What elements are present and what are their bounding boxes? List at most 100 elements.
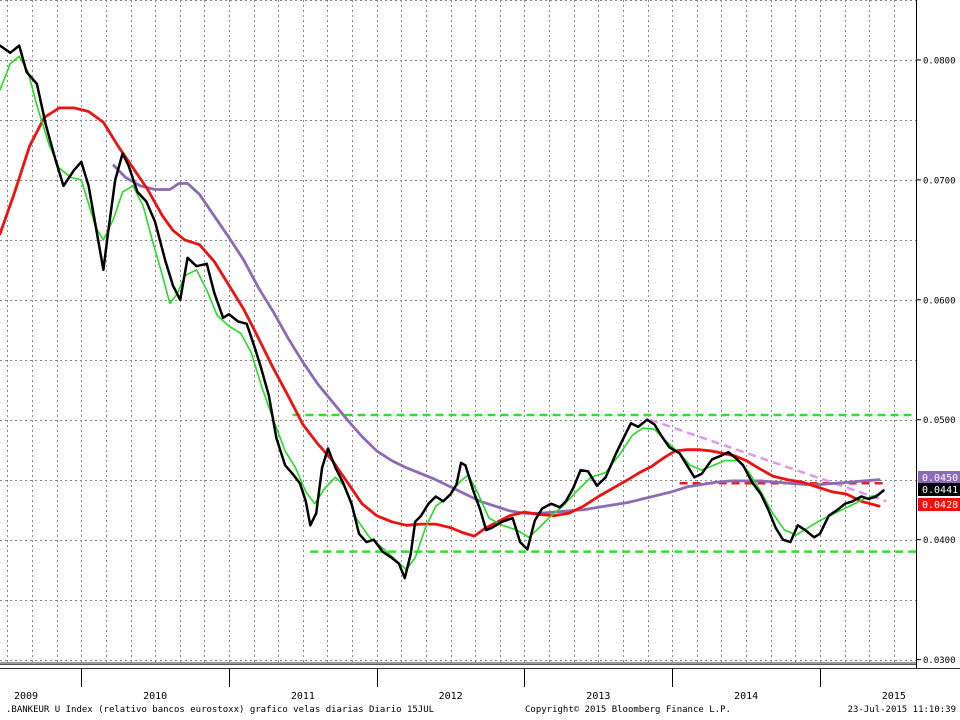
x-tick-label: 2014 bbox=[734, 691, 758, 702]
y-tick-label: 0.0400 bbox=[923, 536, 956, 546]
price-point bbox=[661, 435, 663, 438]
short-moving-average-point bbox=[122, 191, 124, 193]
price-point bbox=[136, 191, 138, 193]
price-point bbox=[382, 551, 384, 553]
long-moving-average-point bbox=[568, 510, 570, 512]
price-point bbox=[813, 536, 815, 538]
medium-moving-average-point bbox=[461, 531, 464, 534]
short-moving-average-point bbox=[334, 476, 336, 478]
price-point bbox=[291, 473, 294, 475]
price-point bbox=[851, 500, 854, 502]
medium-moving-average-point bbox=[302, 423, 304, 426]
medium-moving-average-point bbox=[582, 505, 585, 507]
medium-moving-average-point bbox=[73, 107, 75, 109]
price-point bbox=[767, 509, 769, 511]
short-moving-average-point bbox=[795, 534, 797, 536]
long-moving-average-point bbox=[272, 311, 274, 313]
medium-moving-average-point bbox=[243, 308, 245, 311]
medium-moving-average-point bbox=[117, 145, 119, 147]
long-moving-average-point bbox=[597, 506, 599, 508]
medium-moving-average-point bbox=[710, 450, 712, 452]
price-point bbox=[693, 476, 695, 478]
price-point bbox=[615, 452, 617, 454]
short-moving-average-point bbox=[619, 452, 622, 454]
long-moving-average-point bbox=[124, 176, 127, 179]
medium-moving-average-point bbox=[390, 521, 393, 523]
medium-moving-average-point bbox=[650, 465, 653, 468]
price-point bbox=[187, 257, 189, 259]
footer-timestamp: 23-Jul-2015 11:10:39 bbox=[847, 705, 956, 715]
price-point bbox=[559, 506, 561, 508]
price-point bbox=[390, 557, 393, 559]
price-point bbox=[526, 548, 529, 550]
long-moving-average-point bbox=[450, 486, 452, 488]
price-point bbox=[550, 503, 552, 505]
long-moving-average-point bbox=[627, 501, 629, 504]
long-moving-average-point bbox=[582, 509, 585, 511]
medium-moving-average-point bbox=[597, 495, 599, 498]
long-moving-average-point bbox=[775, 481, 777, 483]
medium-moving-average-point bbox=[612, 487, 614, 489]
price-point bbox=[541, 507, 543, 510]
long-moving-average-point bbox=[760, 480, 762, 482]
price-point bbox=[646, 419, 648, 421]
chart-background bbox=[0, 0, 960, 702]
medium-moving-average-point bbox=[58, 107, 60, 109]
price-point bbox=[73, 169, 75, 171]
price-point bbox=[122, 152, 124, 155]
x-tick-label: 2015 bbox=[882, 691, 906, 702]
medium-moving-average-point bbox=[147, 188, 149, 191]
price-point bbox=[450, 493, 452, 495]
long-moving-average-point bbox=[686, 486, 688, 488]
short-moving-average-point bbox=[701, 469, 703, 471]
medium-moving-average-point bbox=[627, 479, 629, 481]
price-point bbox=[860, 495, 862, 498]
price-point bbox=[442, 500, 444, 502]
price-point bbox=[172, 284, 174, 287]
medium-moving-average-point bbox=[272, 367, 274, 369]
medium-moving-average-point bbox=[878, 505, 880, 507]
short-moving-average-point bbox=[383, 548, 385, 550]
medium-moving-average-point bbox=[523, 511, 526, 513]
long-moving-average-point bbox=[479, 500, 481, 502]
price-point bbox=[455, 483, 458, 486]
price-point bbox=[679, 452, 681, 454]
long-moving-average-point bbox=[302, 361, 304, 363]
long-moving-average-point bbox=[701, 483, 703, 486]
price-point bbox=[62, 185, 65, 187]
x-tick-label: 2012 bbox=[439, 691, 463, 702]
medium-moving-average-line bbox=[0, 106, 881, 538]
short-moving-average-point bbox=[88, 203, 90, 205]
price-point bbox=[95, 227, 97, 229]
medium-moving-average-point bbox=[257, 337, 260, 339]
price-point bbox=[580, 469, 582, 471]
short-moving-average-point bbox=[848, 505, 851, 507]
x-tick-label: 2013 bbox=[586, 691, 610, 702]
long-moving-average-point bbox=[420, 473, 422, 475]
medium-moving-average-point bbox=[361, 503, 363, 505]
short-moving-average-point bbox=[653, 428, 656, 430]
price-point bbox=[479, 509, 481, 511]
price-point bbox=[837, 509, 839, 511]
price-point bbox=[358, 533, 360, 535]
price-point bbox=[55, 161, 57, 163]
short-moving-average-point bbox=[216, 314, 218, 317]
price-point bbox=[9, 52, 11, 54]
short-moving-average-point bbox=[260, 385, 263, 387]
price-point bbox=[501, 521, 503, 523]
medium-moving-average-point bbox=[639, 471, 641, 474]
price-point bbox=[727, 451, 729, 453]
medium-moving-average-point bbox=[132, 167, 134, 169]
long-moving-average-point bbox=[346, 419, 348, 421]
price-point bbox=[875, 495, 877, 498]
price-point bbox=[102, 269, 105, 271]
medium-moving-average-point bbox=[831, 491, 833, 493]
price-point bbox=[624, 434, 626, 436]
price-point bbox=[587, 470, 589, 472]
price-point bbox=[804, 529, 806, 531]
price-point bbox=[420, 515, 422, 517]
short-moving-average-point bbox=[80, 179, 82, 181]
long-moving-average-point bbox=[642, 498, 644, 500]
short-moving-average-point bbox=[689, 464, 691, 466]
